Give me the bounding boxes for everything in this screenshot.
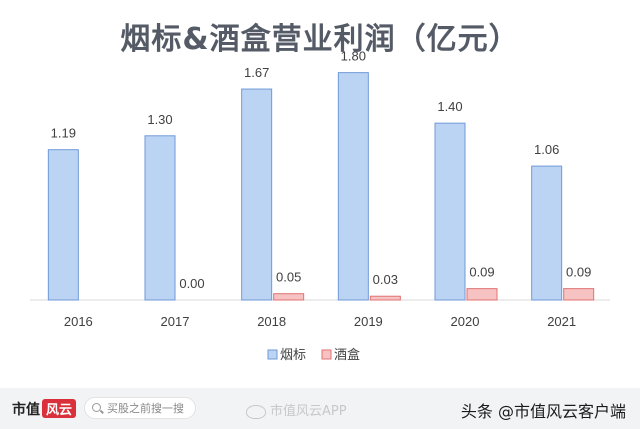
- brand-mark: 风云: [42, 399, 77, 418]
- x-tick-2020: 2020: [451, 314, 480, 329]
- weibo-text: 市值风云APP: [270, 404, 347, 419]
- bar-jiuhe-2020: [466, 288, 498, 301]
- x-tick-2017: 2017: [161, 314, 190, 329]
- label-jiuhe-2019: 0.03: [373, 272, 398, 287]
- weibo-watermark: 市值风云APP: [246, 400, 347, 419]
- source-credit: 头条 @市值风云客户端: [460, 402, 626, 421]
- search-placeholder: 买股之前搜一搜: [107, 402, 184, 415]
- x-tick-2021: 2021: [547, 314, 576, 329]
- label-yanbiao-2018: 1.67: [244, 65, 269, 80]
- label-yanbiao-2017: 1.30: [147, 112, 172, 127]
- x-tick-2018: 2018: [257, 314, 286, 329]
- label-jiuhe-2017: 0.00: [179, 276, 204, 291]
- bar-yanbiao-2017: [144, 135, 176, 301]
- bar-yanbiao-2020: [434, 122, 466, 301]
- label-jiuhe-2018: 0.05: [276, 270, 301, 285]
- bar-yanbiao-2019: [337, 72, 369, 301]
- brand-text: 市值: [12, 402, 40, 418]
- bar-jiuhe-2018: [273, 293, 305, 301]
- label-yanbiao-2019: 1.80: [341, 49, 366, 64]
- footer-bar: 市值 风云 买股之前搜一搜 市值风云APP 头条 @市值风云客户端: [0, 388, 640, 429]
- bar-jiuhe-2021: [563, 288, 595, 301]
- search-icon: [92, 403, 101, 412]
- x-tick-2019: 2019: [354, 314, 383, 329]
- brand-logo[interactable]: 市值 风云: [12, 399, 77, 419]
- label-jiuhe-2020: 0.09: [469, 265, 494, 280]
- label-yanbiao-2020: 1.40: [437, 99, 462, 114]
- bar-jiuhe-2019: [369, 295, 401, 301]
- label-yanbiao-2021: 1.06: [534, 142, 559, 157]
- bar-yanbiao-2016: [47, 149, 79, 301]
- legend-swatch-yanbiao: [267, 349, 278, 360]
- label-jiuhe-2021: 0.09: [566, 265, 591, 280]
- legend-swatch-jiuhe: [321, 349, 332, 360]
- x-tick-2016: 2016: [64, 314, 93, 329]
- legend-label-yanbiao: 烟标: [280, 347, 306, 362]
- legend-label-jiuhe: 酒盒: [334, 347, 360, 362]
- chart-svg: 1.19 2016 1.30 0.00 2017 1.67 0.05 2018 1.80 0.03…: [30, 49, 610, 362]
- label-yanbiao-2016: 1.19: [51, 126, 76, 141]
- search-input[interactable]: 买股之前搜一搜: [84, 397, 196, 419]
- bar-yanbiao-2021: [531, 165, 563, 301]
- bar-yanbiao-2018: [241, 88, 273, 301]
- chart-title: 烟标&酒盒营业利润（亿元）: [120, 22, 520, 57]
- weibo-icon: [246, 404, 266, 419]
